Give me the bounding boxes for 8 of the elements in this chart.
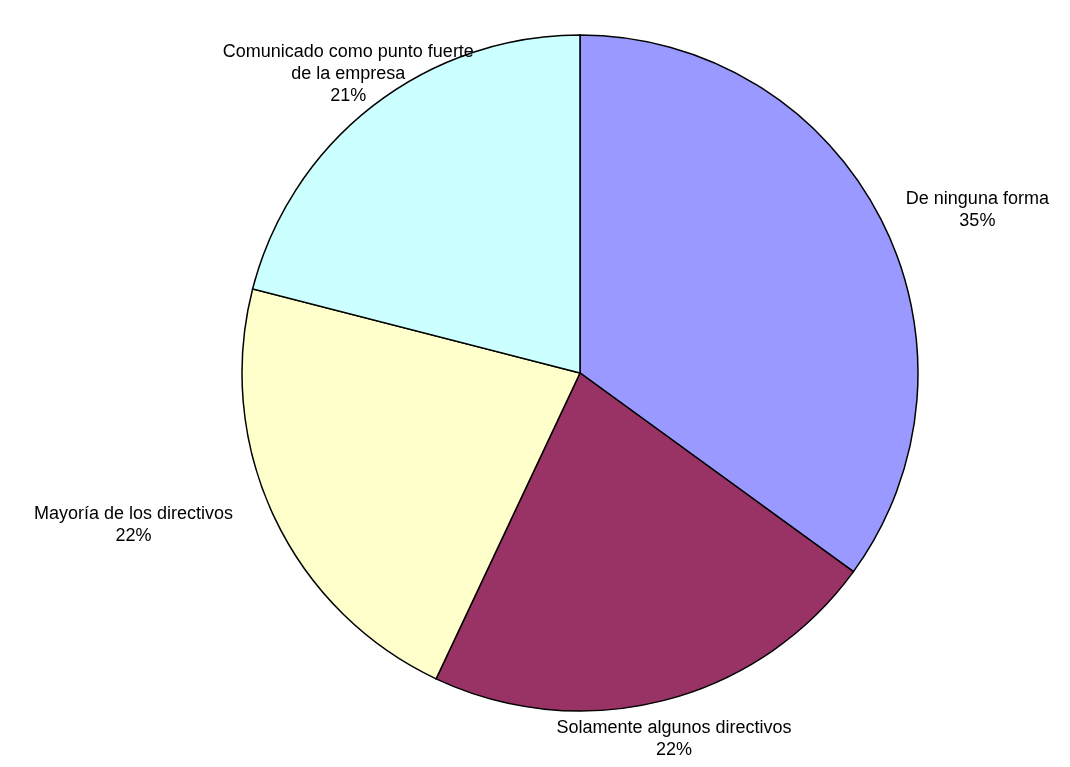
- data-label: 22%: [655, 738, 693, 759]
- slice-label: Comunicado como punto fuerte de la empresa: [222, 41, 474, 84]
- slice-label: De ninguna forma: [905, 188, 1050, 209]
- data-label: 35%: [959, 210, 996, 231]
- data-label: 21%: [330, 85, 367, 106]
- slice-label: Mayoría de los directivos: [34, 503, 234, 524]
- slice-label: Solamente algunos directivos: [556, 716, 792, 737]
- data-label: 22%: [115, 525, 152, 546]
